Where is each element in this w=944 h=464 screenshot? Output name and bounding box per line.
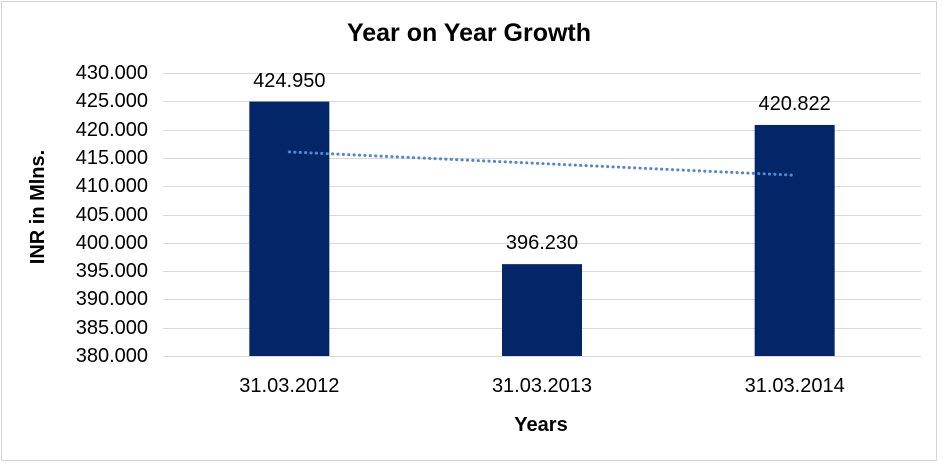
bar-value-label: 424.950 (253, 69, 326, 92)
y-tick-label: 385.000 (75, 316, 148, 339)
y-tick-label: 425.000 (75, 90, 148, 113)
plot-area (163, 73, 921, 357)
y-tick-label: 390.000 (75, 288, 148, 311)
bar (754, 124, 835, 356)
y-tick-label: 420.000 (75, 118, 148, 141)
x-tick-label: 31.03.2013 (491, 375, 593, 397)
y-tick-label: 410.000 (75, 175, 148, 198)
x-tick-label: 31.03.2014 (744, 375, 845, 397)
bar-value-label: 396.230 (505, 232, 579, 255)
chart-title: Year on Year Growth (346, 19, 592, 47)
trendline (287, 150, 797, 177)
x-axis-title: Years (514, 414, 568, 436)
y-tick-label: 395.000 (75, 260, 148, 283)
y-tick-label: 430.000 (75, 62, 148, 84)
y-tick-label: 400.000 (75, 231, 148, 254)
y-tick-label: 415.000 (75, 146, 148, 169)
bar (502, 264, 582, 356)
y-tick-label: 405.000 (75, 203, 148, 226)
bar (249, 101, 330, 356)
bar-value-label: 420.822 (758, 92, 831, 115)
x-tick-label: 31.03.2012 (239, 375, 340, 397)
y-tick-label: 380.000 (75, 345, 148, 367)
